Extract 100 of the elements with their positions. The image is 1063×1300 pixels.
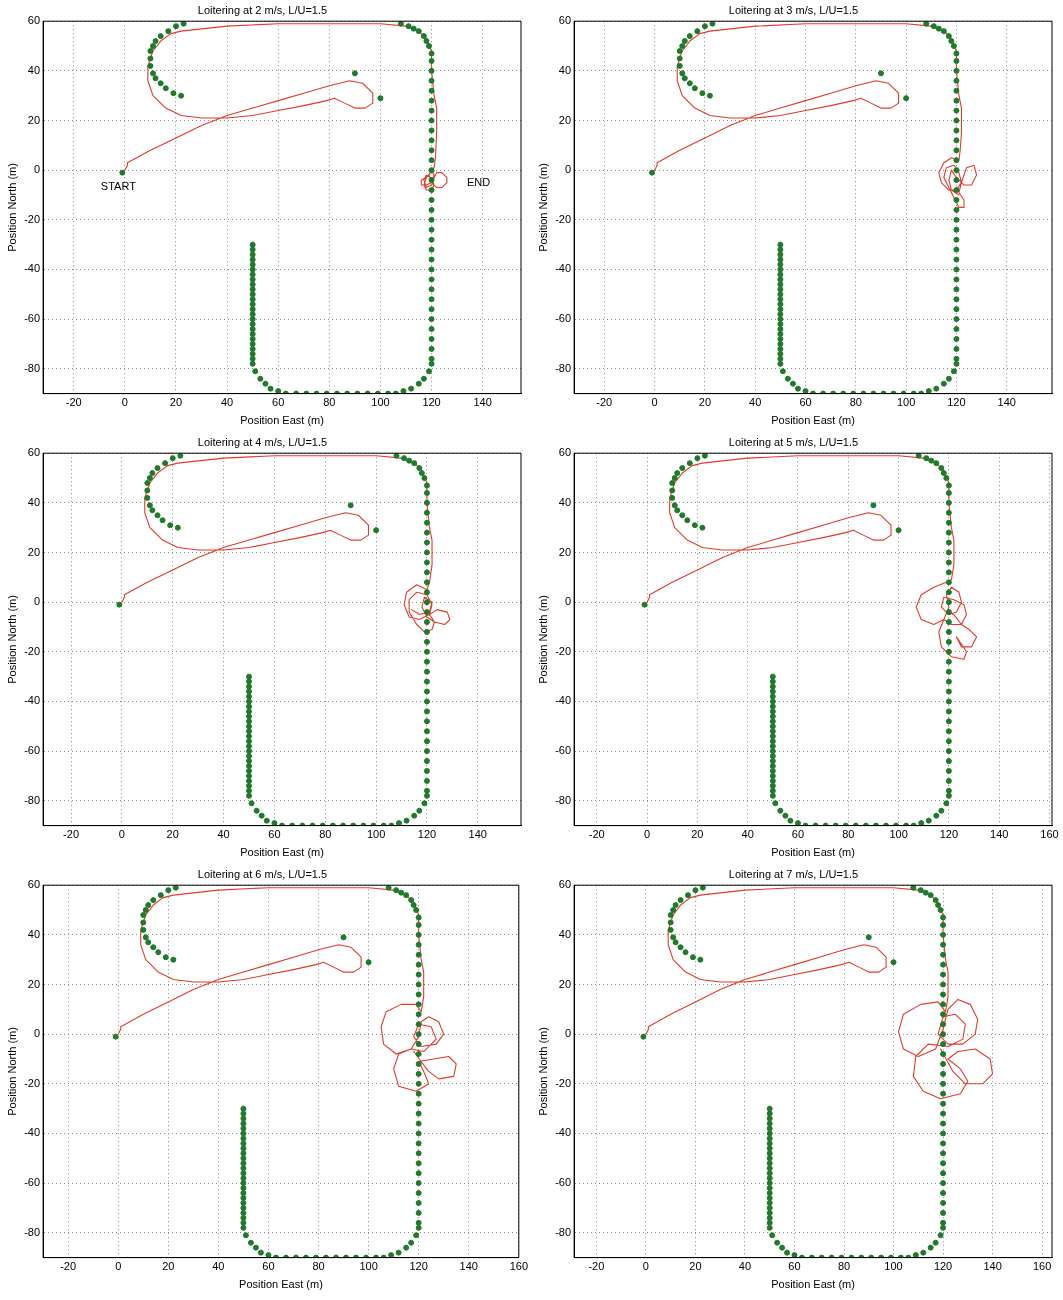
x-tick-label: 0: [651, 396, 658, 409]
x-tick-label: 120: [417, 828, 437, 841]
y-tick-label: -80: [24, 361, 41, 374]
x-tick-label: 0: [121, 396, 128, 409]
x-tick-label: 20: [689, 1260, 702, 1273]
x-tick-label: 100: [896, 396, 916, 409]
x-tick-label: -20: [588, 828, 605, 841]
x-tick-label: -20: [63, 828, 80, 841]
y-tick-label: 60: [558, 14, 572, 27]
x-tick-label: -20: [60, 1260, 77, 1273]
y-axis-title: Position North (m): [5, 163, 18, 252]
chart-title: Loitering at 6 m/s, L/U=1.5: [197, 867, 328, 880]
y-axis-title: Position North (m): [536, 163, 549, 252]
y-tick-label: -80: [555, 361, 572, 374]
x-tick-label: -20: [588, 1260, 605, 1273]
x-tick-label: 0: [115, 1260, 122, 1273]
x-tick-label: 80: [837, 1260, 851, 1273]
x-tick-label: 80: [319, 828, 332, 841]
x-tick-label: 20: [698, 396, 712, 409]
x-tick-label: 20: [691, 828, 704, 841]
y-tick-label: -40: [555, 262, 572, 275]
x-tick-label: 20: [166, 828, 179, 841]
chart-title: Loitering at 7 m/s, L/U=1.5: [728, 867, 859, 880]
y-axis-title: Position North (m): [5, 1027, 18, 1116]
y-tick-label: 0: [33, 1027, 41, 1040]
chart-title: Loitering at 4 m/s, L/U=1.5: [197, 435, 328, 448]
x-tick-label: 160: [1040, 828, 1059, 841]
y-tick-label: -60: [24, 744, 41, 757]
y-tick-label: -20: [555, 212, 572, 225]
y-tick-label: 20: [558, 977, 572, 990]
y-tick-label: 20: [558, 113, 572, 126]
y-tick-label: -20: [555, 644, 572, 657]
x-tick-label: 40: [217, 828, 230, 841]
x-tick-label: 120: [409, 1260, 428, 1273]
y-tick-label: 60: [27, 878, 41, 891]
x-tick-label: -20: [65, 396, 82, 409]
x-tick-label: 120: [933, 1260, 953, 1273]
x-tick-label: 40: [741, 828, 754, 841]
x-tick-label: 100: [884, 1260, 903, 1273]
y-tick-label: 0: [33, 595, 41, 608]
y-tick-label: -40: [24, 694, 41, 707]
y-tick-label: -80: [555, 1225, 572, 1238]
y-tick-label: -20: [24, 1076, 41, 1089]
x-tick-label: 40: [212, 1260, 225, 1273]
y-tick-label: -60: [555, 1176, 572, 1189]
y-tick-label: 0: [564, 163, 572, 176]
x-tick-label: 140: [983, 1260, 1002, 1273]
x-tick-label: 60: [262, 1260, 275, 1273]
x-tick-label: -20: [596, 396, 613, 409]
y-tick-label: 40: [27, 495, 41, 508]
chart-title: Loitering at 5 m/s, L/U=1.5: [728, 435, 859, 448]
x-tick-label: 100: [371, 396, 390, 409]
x-tick-label: 160: [509, 1260, 528, 1273]
y-tick-label: -60: [555, 312, 572, 325]
y-tick-label: -40: [24, 262, 41, 275]
x-tick-label: 120: [939, 828, 959, 841]
x-tick-label: 0: [643, 828, 651, 841]
x-tick-label: 120: [422, 396, 441, 409]
x-axis-title: Position East (m): [771, 846, 855, 859]
x-axis-title: Position East (m): [240, 846, 324, 859]
y-axis-title: Position North (m): [536, 595, 549, 684]
x-tick-label: 40: [749, 396, 762, 409]
y-tick-label: 20: [27, 545, 41, 558]
y-tick-label: 20: [27, 113, 41, 126]
x-tick-label: 60: [788, 1260, 801, 1273]
x-tick-label: 100: [889, 828, 908, 841]
x-axis-title: Position East (m): [239, 1278, 323, 1291]
y-tick-label: -40: [24, 1126, 41, 1139]
chart-title: Loitering at 3 m/s, L/U=1.5: [728, 3, 859, 16]
x-tick-label: 60: [799, 396, 812, 409]
x-tick-label: 80: [842, 828, 855, 841]
x-axis-title: Position East (m): [771, 414, 855, 427]
y-tick-label: 60: [27, 446, 41, 459]
x-tick-label: 20: [169, 396, 183, 409]
y-tick-label: 20: [558, 545, 572, 558]
chart-title: Loitering at 2 m/s, L/U=1.5: [197, 3, 328, 16]
x-tick-label: 80: [849, 396, 862, 409]
x-tick-label: 60: [791, 828, 805, 841]
y-tick-label: -40: [555, 1126, 572, 1139]
x-tick-label: 140: [990, 828, 1009, 841]
y-tick-label: 0: [564, 595, 572, 608]
y-tick-label: 40: [558, 495, 572, 508]
y-tick-label: -20: [555, 1076, 572, 1089]
annotation: START: [100, 179, 137, 192]
x-tick-label: 80: [312, 1260, 325, 1273]
y-tick-label: -60: [24, 312, 41, 325]
y-tick-label: -80: [24, 793, 41, 806]
y-tick-label: 60: [27, 14, 41, 27]
x-tick-label: 80: [323, 396, 336, 409]
y-tick-label: -20: [24, 644, 41, 657]
y-tick-label: -80: [24, 1225, 41, 1238]
x-tick-label: 100: [359, 1260, 378, 1273]
y-tick-label: -80: [555, 793, 572, 806]
x-tick-label: 0: [642, 1260, 649, 1273]
y-tick-label: -60: [555, 744, 572, 757]
x-tick-label: 40: [220, 396, 234, 409]
y-tick-label: 60: [558, 446, 572, 459]
annotation: END: [466, 175, 491, 188]
y-tick-label: 0: [564, 1027, 572, 1040]
x-tick-label: 20: [162, 1260, 175, 1273]
